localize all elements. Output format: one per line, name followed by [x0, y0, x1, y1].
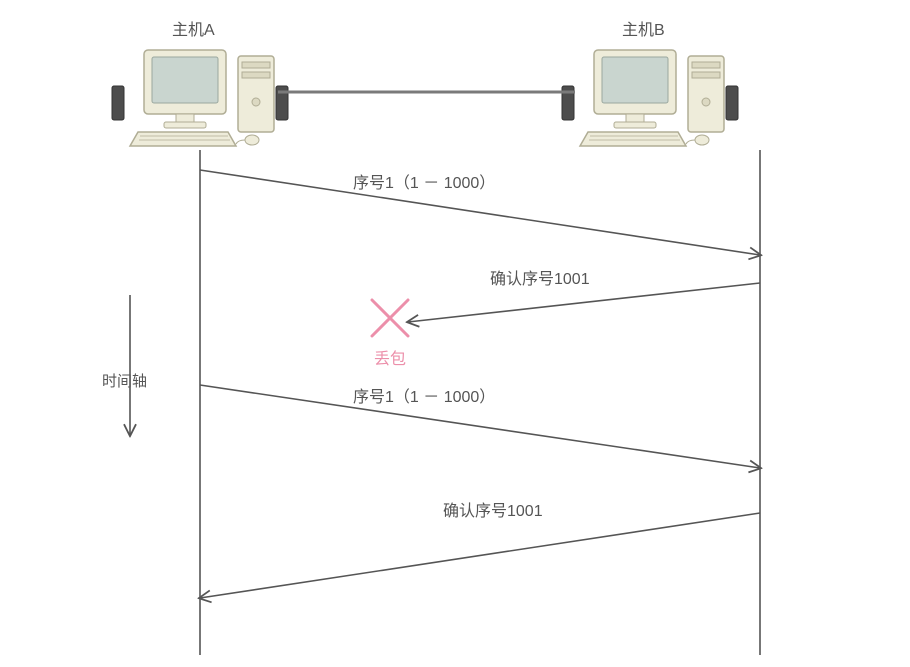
packet-loss-label: 丢包: [374, 345, 406, 369]
message-label-ack1001-ok: 确认序号1001: [443, 497, 543, 521]
diagram-lines: [0, 0, 910, 667]
message-label-ack1001-lost: 确认序号1001: [490, 265, 590, 289]
time-axis-label: 时间轴: [102, 370, 147, 391]
message-arrow-ack1001-ok: [200, 513, 760, 598]
packet-loss-cross-icon: [372, 300, 408, 336]
message-label-seq1-retry: 序号1（1 － 1000）: [353, 383, 495, 407]
sequence-diagram: 主机A 主机B: [0, 0, 910, 667]
message-label-seq1-first: 序号1（1 － 1000）: [353, 169, 495, 193]
